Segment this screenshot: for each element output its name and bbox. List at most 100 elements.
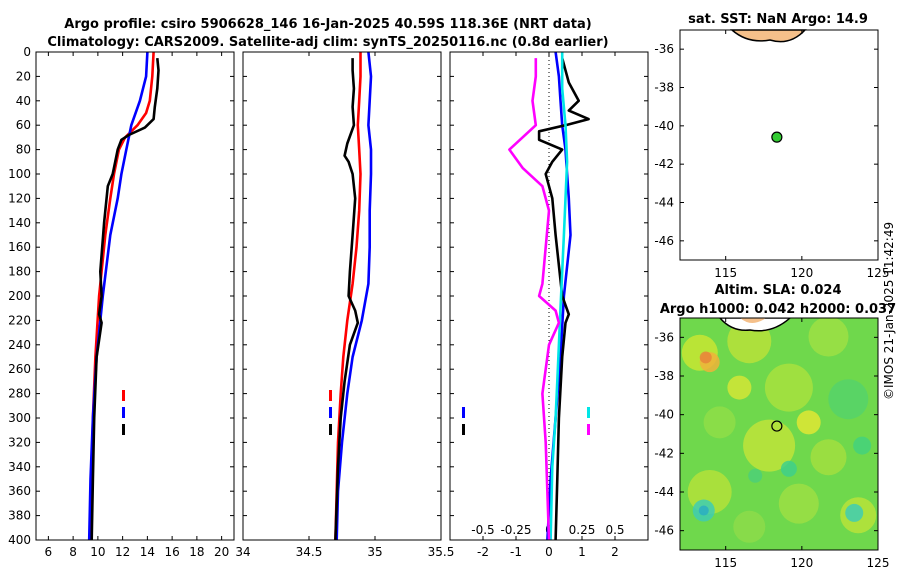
s-tick-label: -0.5: [471, 523, 494, 537]
sla-anomaly-patch: [733, 510, 766, 543]
series-line-climatology: [334, 52, 362, 541]
y-tick-label: -40: [654, 119, 674, 133]
sla-anomaly-patch: [699, 351, 712, 364]
salinity-panel: 34 34.5 35 35.5: [235, 51, 455, 559]
sla-anomaly-patch: [810, 439, 847, 476]
sla-anomaly-patch: [778, 483, 819, 524]
sla-panel-title-2: Argo h1000: 0.042 h2000: 0.037: [660, 302, 896, 317]
y-tick-label: 20: [16, 69, 31, 83]
y-tick-label: -42: [654, 446, 674, 460]
series-line-s-argo: [508, 58, 561, 541]
y-tick-label: 220: [8, 313, 31, 327]
y-tick-label: 0: [23, 45, 31, 59]
x-tick-label: 10: [90, 545, 105, 559]
sla-anomaly-patch: [764, 363, 813, 412]
y-tick-label: -44: [654, 196, 674, 210]
x-tick-label: 0: [545, 545, 553, 559]
x-tick-label: 125: [867, 556, 890, 570]
land-feature: [740, 318, 766, 323]
x-tick-label: 6: [45, 545, 53, 559]
x-tick-label: 8: [69, 545, 77, 559]
sla-anomaly-patch: [853, 436, 872, 455]
y-tick-label: -38: [654, 81, 674, 95]
sla-anomaly-patch: [727, 375, 752, 400]
x-tick-label: 20: [214, 545, 229, 559]
legend-swatch: [122, 390, 125, 401]
plot-area: [243, 52, 441, 540]
y-tick-label: 60: [16, 118, 31, 132]
s-tick-label: 0.25: [569, 523, 596, 537]
x-tick-label: 120: [790, 266, 813, 280]
sla-field: [680, 318, 878, 550]
sla-anomaly-patch: [845, 503, 864, 522]
legend-swatch: [587, 407, 590, 418]
sst-map-panel: -36 -38 -40 -42 -44 -46 115 120 125: [654, 29, 890, 280]
sla-panel-title-1: Altim. SLA: 0.024: [715, 283, 842, 298]
y-tick-label: -46: [654, 234, 674, 248]
y-tick-label: 180: [8, 265, 31, 279]
y-tick-label: 400: [8, 533, 31, 547]
map-background: [680, 30, 878, 260]
legend-swatch: [329, 407, 332, 418]
temperature-panel: 0 20 40 60 80 100 120 140 160 180 200 220 240 260 280 3…: [8, 45, 235, 559]
series-line-argo: [90, 57, 160, 541]
legend-swatch: [329, 390, 332, 401]
x-tick-label: 34: [235, 545, 250, 559]
sla-anomaly-patch: [743, 419, 796, 472]
x-tick-label: 14: [140, 545, 155, 559]
y-tick-label: 360: [8, 484, 31, 498]
x-tick-label: 115: [714, 556, 737, 570]
argo-float-marker: [771, 420, 783, 432]
legend-swatch: [462, 424, 465, 435]
sst-panel-title: sat. SST: NaN Argo: 14.9: [688, 12, 868, 27]
x-tick-label: -2: [477, 545, 489, 559]
map-frame: [679, 317, 879, 551]
x-tick-label: 35.5: [428, 545, 455, 559]
sla-anomaly-patch: [780, 460, 797, 477]
y-tick-label: -36: [654, 330, 674, 344]
sla-anomaly-patch: [828, 379, 869, 420]
x-tick-label: 125: [867, 266, 890, 280]
legend-swatch: [122, 424, 125, 435]
y-tick-label: 260: [8, 362, 31, 376]
x-tick-label: 18: [189, 545, 204, 559]
coastline-land: [719, 318, 792, 332]
sla-anomaly-patch: [808, 318, 849, 357]
y-tick-label: -46: [654, 524, 674, 538]
series-line-argo: [334, 58, 360, 541]
x-tick-label: 120: [790, 556, 813, 570]
y-tick-label: 300: [8, 411, 31, 425]
legend-swatch: [462, 407, 465, 418]
y-tick-label: -42: [654, 157, 674, 171]
coastline-land: [730, 29, 807, 43]
sla-anomaly-patch: [796, 410, 821, 435]
s-tick-label: 0.5: [605, 523, 624, 537]
difference-panel: -2 -1 0 1 2-0.5 -0.25 0 0.25 0.5: [449, 51, 649, 559]
legend-swatch: [122, 407, 125, 418]
plot-frame: [449, 51, 649, 541]
series-line-t-argo: [537, 57, 590, 541]
sla-anomaly-patch: [748, 468, 763, 483]
y-tick-label: 120: [8, 191, 31, 205]
s-tick-label: -0.25: [500, 523, 531, 537]
y-tick-label: -44: [654, 485, 674, 499]
x-tick-label: 16: [164, 545, 179, 559]
y-tick-label: 320: [8, 435, 31, 449]
y-tick-label: 160: [8, 240, 31, 254]
y-tick-label: 240: [8, 338, 31, 352]
imos-watermark: ©IMOS 21-Jan-2025 11:42:49: [882, 222, 896, 400]
y-tick-label: -40: [654, 408, 674, 422]
plot-frame: [35, 51, 235, 541]
series-line-satellite-adj-clim: [335, 51, 373, 541]
y-tick-label: 200: [8, 289, 31, 303]
sla-map-panel: -36 -38 -40 -42 -44 -46 115 120 125: [654, 317, 889, 570]
plot-area: [36, 52, 234, 540]
argo-float-marker: [771, 131, 783, 143]
y-tick-label: -38: [654, 369, 674, 383]
sla-anomaly-patch: [703, 406, 736, 439]
x-tick-label: 2: [611, 545, 619, 559]
y-tick-label: -36: [654, 42, 674, 56]
sla-anomaly-patch: [698, 505, 709, 516]
figure-title-line1: Argo profile: csiro 5906628_146 16-Jan-2…: [64, 17, 591, 32]
